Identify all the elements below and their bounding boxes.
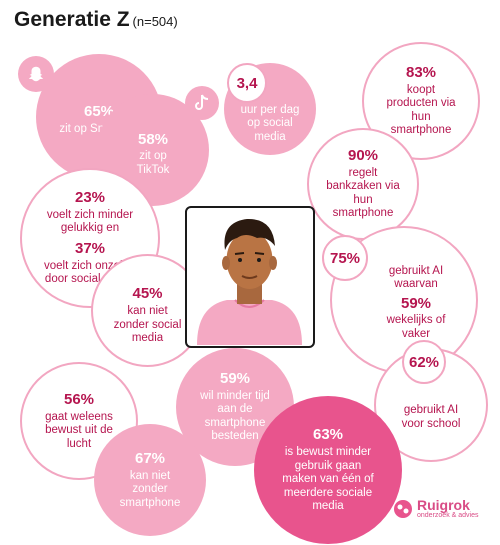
bubble-ai: gebruikt AI waarvan 59% wekelijks of vak… xyxy=(330,226,478,374)
ai-school-value-circle: 62% xyxy=(402,340,446,384)
snapchat-value: 65% xyxy=(83,103,115,121)
tiktok-value: 58% xyxy=(137,130,169,148)
banking-text: regelt bankzaken via hun smartphone xyxy=(326,166,400,220)
logo-name: Ruigrok xyxy=(417,497,470,513)
logo-tagline: onderzoek & advies xyxy=(417,512,479,519)
hours-value-circle: 3,4 xyxy=(227,63,267,103)
page-title: Generatie Z (n=504) xyxy=(14,8,178,32)
unhappy-text: voelt zich minder gelukkig en xyxy=(46,208,134,235)
ruigrok-logo: Ruigrok onderzoek & advies xyxy=(393,498,478,519)
ai-value: 75% xyxy=(329,249,361,267)
sample-size: (n=504) xyxy=(132,14,178,29)
without-sm-text: kan niet zonder social media xyxy=(113,305,182,345)
title-text: Generatie Z xyxy=(14,8,130,31)
hours-text: uur per dag op social media xyxy=(240,103,300,143)
less-sm-value: 63% xyxy=(312,426,344,444)
snapchat-icon xyxy=(18,56,54,92)
bubble-banking: 90% regelt bankzaken via hun smartphone xyxy=(307,128,419,240)
ai-text: gebruikt AI waarvan xyxy=(388,264,444,291)
ai-school-value: 62% xyxy=(408,353,440,371)
offline-text: gaat weleens bewust uit de lucht xyxy=(45,410,113,450)
ai-value-circle: 75% xyxy=(322,235,368,281)
ai-weekly-text: wekelijks of vaker xyxy=(386,314,446,340)
shopping-value: 83% xyxy=(405,64,437,82)
unhappy-value: 23% xyxy=(74,189,106,207)
less-sm-text: is bewust minder gebruik gaan maken van … xyxy=(282,445,374,513)
without-sm-value: 45% xyxy=(132,285,163,303)
offline-value: 56% xyxy=(63,390,95,408)
bubble-without-smartphone: 67% kan niet zonder smartphone xyxy=(94,424,206,536)
ai-weekly-value: 59% xyxy=(400,294,432,312)
tiktok-icon xyxy=(185,86,219,120)
hours-value: 3,4 xyxy=(236,74,258,92)
shopping-text: koopt producten via hun smartphone xyxy=(386,83,456,137)
without-phone-text: kan niet zonder smartphone xyxy=(119,469,181,509)
without-phone-value: 67% xyxy=(134,449,166,467)
banking-value: 90% xyxy=(347,147,379,165)
insecure-value: 37% xyxy=(74,240,106,257)
tiktok-text: zit op TikTok xyxy=(136,150,170,176)
bubble-less-social-media: 63% is bewust minder gebruik gaan maken … xyxy=(254,396,402,544)
ai-school-text: gebruikt AI voor school xyxy=(401,404,461,430)
less-time-text: wil minder tijd aan de smartphone bested… xyxy=(200,389,270,443)
bubble-offline: 56% gaat weleens bewust uit de lucht xyxy=(20,362,138,480)
ruigrok-logo-icon xyxy=(394,499,412,518)
less-time-value: 59% xyxy=(219,370,251,388)
person-illustration xyxy=(185,206,315,348)
